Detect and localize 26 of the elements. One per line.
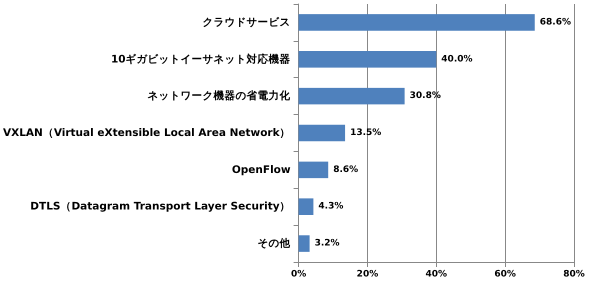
bar xyxy=(298,14,535,31)
bar xyxy=(298,162,328,178)
data-label: 8.6% xyxy=(333,164,358,175)
data-label: 68.6% xyxy=(540,17,571,28)
bar xyxy=(298,50,436,68)
x-tick-label: 60% xyxy=(494,270,516,280)
data-label: 13.5% xyxy=(350,128,382,138)
y-tick-label: OpenFlow xyxy=(232,164,291,176)
data-label: 3.2% xyxy=(314,238,340,249)
bar xyxy=(298,124,346,142)
y-tick-label: VXLAN（Virtual eXtensible Local Area Network） xyxy=(3,127,291,139)
y-tick-label: クラウドサービス xyxy=(202,15,291,28)
x-tick-label: 40% xyxy=(426,270,448,280)
data-label: 40.0% xyxy=(441,54,473,64)
y-tick-label: ネットワーク機器の省電力化 xyxy=(148,89,292,102)
bar xyxy=(298,198,314,216)
x-tick-label: 20% xyxy=(356,270,378,280)
data-label: 30.8% xyxy=(410,91,441,102)
x-tick-label: 80% xyxy=(563,270,585,280)
y-tick-label: DTLS（Datagram Transport Layer Security） xyxy=(30,200,291,213)
y-tick-label: その他 xyxy=(258,236,292,250)
bar xyxy=(298,88,405,104)
data-label: 4.3% xyxy=(318,202,344,212)
bar xyxy=(298,235,310,252)
x-tick-label: 0% xyxy=(290,270,306,280)
y-tick-label: 10ギガビットイーサネット対応機器 xyxy=(110,52,291,66)
